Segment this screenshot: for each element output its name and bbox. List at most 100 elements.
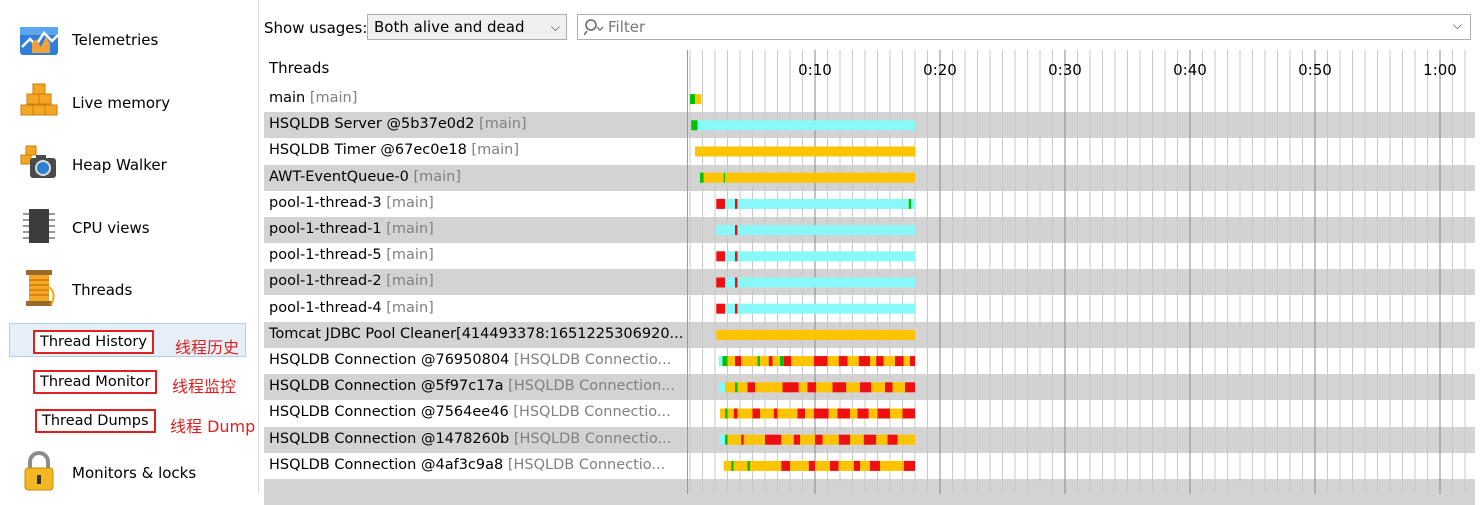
thread-name-text: main [269, 90, 306, 106]
column-divider[interactable] [687, 50, 688, 494]
thread-state-segment [747, 460, 750, 471]
thread-history-label[interactable]: Thread History [33, 330, 154, 354]
thread-state-segment [741, 356, 758, 367]
thread-group: [main] [381, 194, 434, 211]
thread-name: HSQLDB Connection @76950804 [HSQLDB Conn… [269, 352, 685, 368]
thread-state-segment [737, 408, 753, 419]
thread-row[interactable]: pool-1-thread-5 [main] [264, 243, 1475, 269]
nav-telemetries[interactable]: Telemetries [0, 9, 258, 69]
thread-state-segment [718, 382, 725, 393]
thread-state-segment [850, 434, 864, 445]
thread-state-segment [880, 460, 904, 471]
nav-heap-walker[interactable]: Heap Walker [0, 134, 258, 194]
thread-name: pool-1-thread-2 [main] [269, 273, 685, 289]
thread-state-segment [722, 356, 728, 367]
thread-state-segment [747, 382, 755, 393]
nav-live-memory[interactable]: Live memory [0, 72, 258, 132]
thread-group: [HSQLDB Connectio... [509, 430, 672, 447]
thread-row[interactable]: HSQLDB Connection @7564ee46 [HSQLDB Conn… [264, 400, 1475, 426]
thread-row[interactable]: HSQLDB Connection @76950804 [HSQLDB Conn… [264, 348, 1475, 374]
thread-state-segment [750, 460, 782, 471]
nav-monitors-locks-label: Monitors & locks [72, 464, 197, 482]
thread-name-text: pool-1-thread-2 [269, 273, 382, 290]
thread-state-segment [725, 382, 735, 393]
nav-monitors-locks[interactable]: Monitors & locks [0, 442, 258, 502]
nav-live-memory-label: Live memory [72, 94, 171, 112]
thread-state-segment [737, 303, 915, 314]
thread-state-segment [716, 198, 725, 209]
thread-name: HSQLDB Connection @1478260b [HSQLDB Conn… [269, 431, 685, 447]
thread-group: [HSQLDB Connectio... [503, 456, 666, 473]
nav-threads-label: Threads [72, 281, 133, 299]
thread-state-segment [772, 356, 780, 367]
thread-state-segment [725, 408, 728, 419]
thread-state-segment [697, 120, 915, 131]
thread-state-segment [725, 303, 735, 314]
thread-state-segment [723, 172, 726, 183]
thread-name: pool-1-thread-3 [main] [269, 195, 685, 211]
thread-state-segment [890, 408, 903, 419]
time-tick-label: 0:30 [1048, 61, 1082, 79]
search-icon [584, 19, 604, 36]
thread-row[interactable]: HSQLDB Timer @67ec0e18 [main] [264, 138, 1475, 164]
filter-dropdown-icon[interactable]: ⌵ [1452, 18, 1462, 32]
thread-state-segment [838, 460, 854, 471]
thread-state-segment [716, 251, 725, 262]
thread-row[interactable]: AWT-EventQueue-0 [main] [264, 164, 1475, 191]
thread-dumps-label[interactable]: Thread Dumps [35, 409, 156, 433]
thread-state-segment [871, 382, 885, 393]
thread-monitor-label[interactable]: Thread Monitor [33, 370, 158, 394]
filter-input[interactable]: Filter ⌵ [577, 14, 1471, 40]
thread-group: [HSQLDB Connectio... [509, 352, 672, 368]
thread-state-segment [902, 408, 915, 419]
thread-state-segment [752, 408, 760, 419]
thread-state-segment [908, 198, 912, 209]
thread-state-segment [760, 356, 769, 367]
thread-row[interactable]: pool-1-thread-4 [main] [264, 296, 1475, 322]
nav-threads[interactable]: Threads [0, 259, 258, 319]
thread-name: pool-1-thread-5 [main] [269, 247, 685, 263]
threads-icon [26, 270, 55, 306]
thread-state-segment [737, 277, 915, 288]
views-sidebar: Telemetries Live memory Heap Walker [0, 0, 259, 494]
thread-state-segment [716, 303, 725, 314]
thread-state-segment [885, 382, 893, 393]
thread-row[interactable]: main [main] [264, 86, 1475, 112]
thread-row[interactable]: HSQLDB Connection @4af3c9a8 [HSQLDB Conn… [264, 453, 1475, 479]
thread-timeline-grid: main [main] HSQLDB Server @5b37e0d2 [main… [264, 50, 1475, 505]
thread-state-segment [720, 434, 725, 445]
time-tick-label: 0:10 [798, 61, 832, 79]
lock-icon [24, 451, 54, 491]
thread-state-segment [743, 434, 765, 445]
show-usages-value: Both alive and dead [374, 18, 525, 36]
thread-rows: main [main] HSQLDB Server @5b37e0d2 [main… [264, 50, 1475, 505]
thread-state-segment [838, 434, 850, 445]
thread-state-segment [832, 382, 847, 393]
thread-name: HSQLDB Connection @5f97c17a [HSQLDB Conn… [269, 378, 685, 394]
thread-state-segment [911, 198, 915, 209]
thread-state-segment [910, 356, 915, 367]
show-usages-select[interactable]: Both alive and dead ⌵ [367, 14, 567, 40]
nav-cpu-views[interactable]: CPU views [0, 197, 258, 257]
thread-history-note: 线程历史 [175, 338, 240, 357]
thread-history-view: Show usages: Both alive and dead ⌵ Filte… [259, 0, 1482, 505]
timeline-chart[interactable]: 0:10 0:20 0:30 0:40 0:50 1:00 [688, 50, 1475, 494]
thread-state-segment [737, 251, 915, 262]
thread-state-segment [830, 460, 839, 471]
thread-name: AWT-EventQueue-0 [main] [269, 169, 685, 185]
chevron-down-icon: ⌵ [550, 20, 560, 34]
thread-row[interactable]: pool-1-thread-3 [main] [264, 191, 1475, 217]
thread-state-segment [716, 225, 735, 236]
thread-state-segment [725, 198, 735, 209]
thread-state-segment [727, 356, 735, 367]
thread-state-segment [703, 172, 724, 183]
thread-state-segment [780, 356, 784, 367]
thread-state-segment [725, 277, 735, 288]
thread-state-segment [903, 460, 915, 471]
thread-state-segment [868, 408, 878, 419]
thread-state-segment [727, 408, 734, 419]
thread-state-segment [837, 408, 850, 419]
thread-state-segment [822, 434, 839, 445]
time-tick-label: 0:20 [923, 61, 957, 79]
thread-state-segment [735, 198, 738, 209]
